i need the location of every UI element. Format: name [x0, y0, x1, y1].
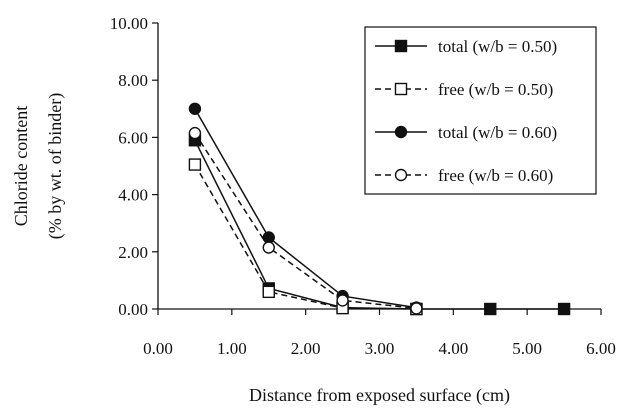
x-tick-label: 6.00 [586, 339, 616, 358]
y-tick-label: 2.00 [118, 243, 148, 262]
legend-box [364, 26, 597, 195]
y-tick-label: 0.00 [118, 300, 148, 319]
data-point [262, 241, 275, 254]
series-line [194, 108, 417, 309]
series-4 [188, 126, 423, 315]
y-axis-title-line-1: Chloride content [11, 106, 31, 226]
x-tick-label: 0.00 [143, 339, 173, 358]
x-tick-label: 1.00 [217, 339, 247, 358]
legend-label: total (w/b = 0.60) [438, 123, 557, 142]
axes-group: 0.00 2.00 4.00 6.00 8.00 10.00 0.00 1.00 2.00 3.0… [110, 14, 616, 358]
data-point [188, 158, 202, 171]
data-point [410, 302, 423, 315]
y-axis-title-line-2: (% by wt. of binder) [45, 93, 66, 239]
series-line [194, 139, 565, 310]
x-tick-label: 3.00 [365, 339, 395, 358]
legend-marker [394, 82, 408, 96]
data-point [188, 102, 202, 116]
data-point [262, 285, 275, 299]
data-point [188, 126, 202, 140]
y-tick-label: 4.00 [118, 186, 148, 205]
legend-label: free (w/b = 0.50) [438, 80, 553, 99]
data-point [484, 302, 497, 316]
x-tick-label: 4.00 [438, 339, 468, 358]
series-layer [188, 102, 571, 316]
y-tick-label: 10.00 [110, 14, 148, 33]
series-line [194, 164, 417, 310]
legend-marker [394, 39, 408, 53]
legend-marker [394, 125, 408, 139]
x-axis-title: Distance from exposed surface (cm) [249, 385, 510, 406]
data-point [557, 302, 571, 316]
x-tick-label: 5.00 [512, 339, 542, 358]
y-tick-label: 8.00 [118, 71, 148, 90]
data-point [336, 294, 349, 307]
legend-marker [394, 168, 408, 182]
x-tick-label: 2.00 [291, 339, 321, 358]
y-tick-label: 6.00 [118, 128, 148, 147]
series-line [194, 132, 417, 310]
legend-label: free (w/b = 0.60) [438, 166, 553, 185]
legend-label: total (w/b = 0.50) [438, 37, 557, 56]
legend: total (w/b = 0.50) free (w/b = 0.50) total… [364, 26, 597, 195]
